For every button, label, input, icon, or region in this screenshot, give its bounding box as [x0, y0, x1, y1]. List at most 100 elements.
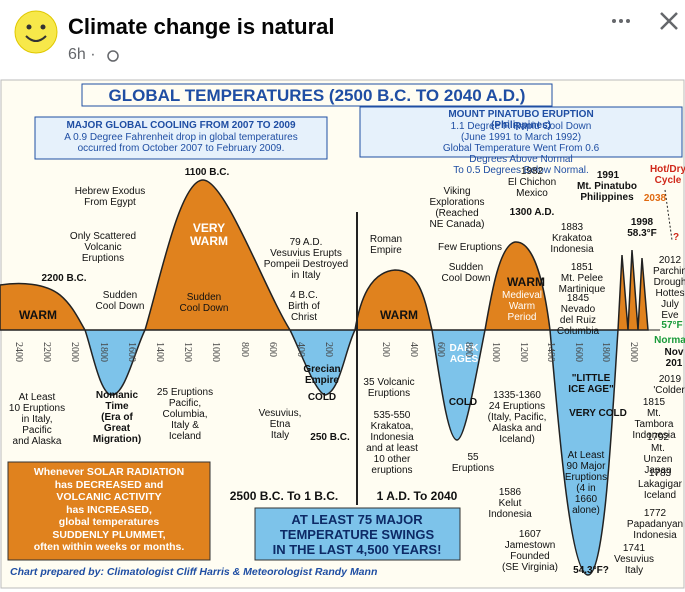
cooling-box	[34, 116, 328, 160]
chart-label: 25 Eruptions Pacific, Columbia, Italy & …	[156, 387, 214, 442]
chart-label: Hot/Dry Cycle	[649, 164, 685, 186]
chart-label: 1815 Mt. Tambora Indonesia	[632, 397, 676, 441]
chart-label: Viking Explorations (Reached NE Canada)	[429, 186, 485, 230]
chart-label: 1998 58.3°F	[627, 217, 657, 239]
chart-label: At Least 90 Major Eruptions (4 in 1660 a…	[564, 450, 608, 516]
avatar[interactable]	[14, 10, 58, 54]
chart-label: 1783 Lakagigar Iceland	[638, 468, 682, 501]
chart-label: 1851 Mt. Pelee Martinique	[558, 262, 606, 295]
header-graphics	[14, 10, 678, 62]
chart-label: Grecian Empire	[303, 364, 341, 386]
chart-label: Only Scattered Volcanic Eruptions	[69, 231, 137, 264]
chart-label: 2200 B.C.	[41, 273, 87, 284]
callout-box	[7, 461, 211, 561]
pinatubo-text: 1.1 Degree F. Rapid Cool Down (June 1991…	[442, 121, 600, 176]
chart-label: 2012 Parchin Drough Hottes July Eve	[653, 255, 685, 321]
chart-label: 1883 Krakatoa Indonesia	[550, 222, 594, 255]
cooling-text: A 0.9 Degree Fahrenheit drop in global t…	[64, 132, 298, 154]
year-label: 200	[380, 342, 391, 357]
post-time[interactable]: 6h ·	[68, 46, 96, 63]
chart-label: 250 B.C.	[310, 432, 350, 443]
chart-label: 535-550 Krakatoa, Indonesia and at least…	[366, 410, 418, 476]
post-title[interactable]: Climate change is natural	[68, 14, 335, 39]
avatar-eye	[26, 24, 32, 30]
chart-label: Mt. Pinatubo Philippines	[577, 181, 637, 203]
chart-label: 1991	[596, 170, 620, 181]
chart-label: 1792 Mt. Unzen Japan	[643, 432, 673, 476]
year-label: 2000	[627, 342, 639, 362]
chart-label: 1100 B.C.	[184, 167, 230, 178]
globe-icon	[107, 50, 119, 62]
chart-label: COLD	[448, 397, 478, 408]
chart-label: Sudden Cool Down	[95, 290, 145, 312]
chart-label: Roman Empire	[369, 234, 403, 256]
year-label: 2200	[41, 342, 53, 362]
infographic-title: GLOBAL TEMPERATURES (2500 B.C. TO 2040 A…	[108, 86, 526, 105]
year-label: 1200	[517, 342, 529, 362]
chart-label: 1300 A.D.	[509, 207, 555, 218]
chart-label: ?	[672, 232, 680, 243]
chart-label: "LITTLE ICE AGE"	[568, 373, 614, 395]
year-label: 1400	[154, 342, 165, 362]
chart-label: 1607 Jamestown Founded (SE Virginia)	[502, 529, 558, 573]
chart-label: At Least 10 Eruptions in Italy, Pacific …	[8, 392, 66, 447]
chart-label: Vesuvius, Etna Italy	[258, 408, 302, 441]
chart-label: WARM	[19, 308, 57, 322]
chart-label: DARK AGES	[449, 343, 479, 365]
chart-label: Hebrew Exodus From Egypt	[74, 186, 146, 208]
year-label: 1400	[545, 342, 556, 362]
callout-text: Whenever SOLAR RADIATION has DECREASED a…	[33, 466, 185, 553]
era-ad: 1 A.D. To 2040	[376, 489, 458, 503]
chart-label: Sudden Cool Down	[179, 292, 229, 314]
close-icon[interactable]	[660, 12, 678, 30]
year-label: 1000	[210, 342, 222, 362]
credit: Chart prepared by: Climatologist Cliff H…	[10, 566, 378, 578]
cooling-title: MAJOR GLOBAL COOLING FROM 2007 TO 2009	[66, 120, 296, 131]
chart-label: 57°F	[661, 320, 683, 331]
title-frame	[81, 83, 553, 107]
year-label: 600	[266, 342, 278, 357]
era-bc: 2500 B.C. To 1 B.C.	[229, 489, 339, 503]
year-label: 2000	[69, 342, 81, 362]
swings-box	[254, 507, 461, 561]
year-label: 1600	[572, 342, 584, 362]
chart-label: Sudden Cool Down	[441, 262, 491, 284]
year-label: 1200	[182, 342, 194, 362]
chart-label: Medieval Warm Period	[501, 290, 543, 323]
year-label: 800	[462, 342, 474, 357]
chart-label: Nov 201	[664, 347, 684, 369]
chart-label: 79 A.D. Vesuvius Erupts Pompeii Destroye…	[263, 237, 349, 281]
chart-label: 2019 'Colder'	[653, 374, 685, 396]
year-label: 600	[435, 342, 446, 357]
chart-label: 1772 Papadanyan Indonesia	[626, 508, 684, 541]
chart-label: 1335-1360 24 Eruptions (Italy, Pacific, …	[487, 390, 547, 445]
chart-label: Few Eruptions	[438, 242, 502, 253]
year-label: 400	[295, 342, 306, 357]
chart-label: 2038	[643, 193, 667, 204]
chart-label: 54.3°F?	[573, 565, 609, 576]
year-label: 1800	[600, 342, 611, 362]
chart-label: 35 Volcanic Eruptions	[363, 377, 415, 399]
avatar-smile	[25, 35, 47, 42]
chart-label: Norma	[654, 335, 685, 346]
chart-label: 1586 Kelut Indonesia	[488, 487, 532, 520]
chart-label: VERY WARM	[190, 221, 228, 248]
chart-label: 1845 Nevado del Ruiz Columbia	[556, 293, 600, 337]
year-label: 400	[407, 342, 419, 357]
pinatubo-title: MOUNT PINATUBO ERUPTION (Philippines)	[448, 109, 594, 131]
chart-label: WARM	[507, 275, 545, 289]
year-label: 1000	[490, 342, 501, 362]
chart-label: VERY COLD	[569, 408, 627, 419]
warm-area	[0, 179, 649, 330]
more-dot[interactable]	[612, 19, 616, 23]
chart-label: WARM	[380, 308, 418, 322]
chart-label: 1982 El Chichon Mexico	[507, 166, 557, 199]
more-dot[interactable]	[619, 19, 623, 23]
swings-text: AT LEAST 75 MAJOR TEMPERATURE SWINGS IN …	[272, 512, 442, 557]
year-label: 1600	[125, 342, 137, 362]
year-label: 800	[238, 342, 250, 357]
more-dot[interactable]	[626, 19, 630, 23]
chart-label: 1741 Vesuvius Italy	[613, 543, 655, 576]
